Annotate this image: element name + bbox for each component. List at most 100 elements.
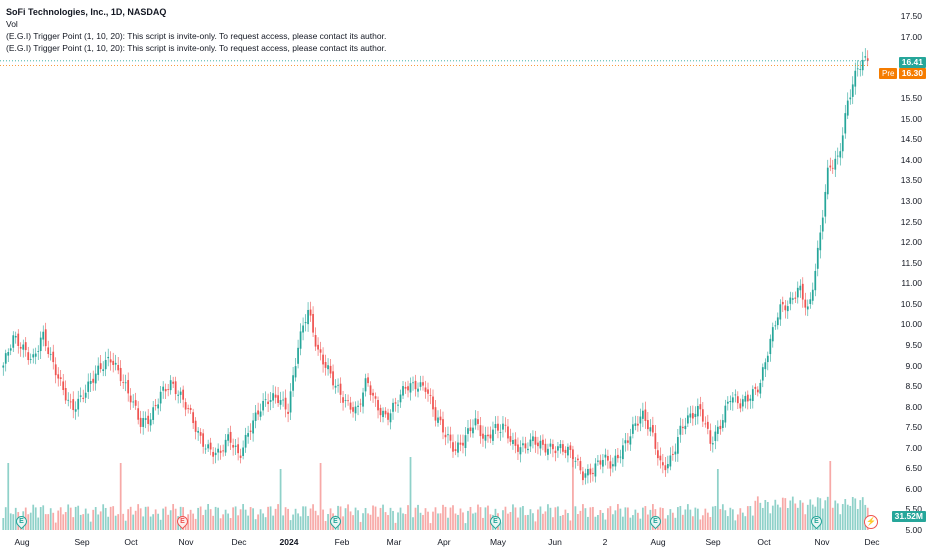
candle-body [49,353,52,355]
volume-bar [124,520,127,530]
volume-bar [127,509,130,530]
candle-body [177,394,180,396]
candle-body [59,377,62,380]
candle-body [736,396,739,404]
volume-bar [112,506,115,530]
volume-bar [277,504,279,530]
candle-body [644,409,647,421]
price-axis-label: 7.50 [905,422,922,433]
volume-bar [554,507,557,530]
candle-body [69,401,72,403]
indicator-legend-2[interactable]: (E.G.I) Trigger Point (1, 10, 20): This … [6,43,387,53]
candle-body [614,455,617,467]
candle-body [334,385,337,388]
time-axis-label: Apr [437,537,451,547]
volume-bar [622,516,624,530]
candle-body [487,434,489,437]
volume-legend[interactable]: Vol [6,19,18,29]
candle-body [721,420,724,428]
volume-bar [839,514,842,530]
candle-body [567,446,569,456]
volume-bar [632,515,634,530]
candle-body [202,433,205,447]
volume-bar [72,517,75,530]
volume-bar [661,508,664,530]
volume-bar [229,518,232,530]
candle-body [766,355,769,363]
volume-bar [117,514,120,530]
symbol-title[interactable]: SoFi Technologies, Inc., 1D, NASDAQ [6,7,167,17]
candle-body [699,404,702,410]
volume-badge: 31.52M [891,511,926,522]
time-axis-label: Feb [334,537,350,547]
candle-body [746,394,749,402]
volume-bar [264,517,267,530]
candle-body [164,389,167,392]
candle-body [344,400,347,401]
time-axis-label: Sep [705,537,721,547]
candle-body [322,354,324,365]
candle-body [781,301,784,305]
price-axis-label: 13.00 [900,196,922,207]
candle-body [524,443,527,449]
candle-body [809,299,812,304]
volume-bar [12,514,15,530]
volume-bar [821,508,824,530]
volume-bar [514,507,517,530]
candle-body [219,450,222,453]
candle-body [547,448,549,455]
volume-bar [204,509,207,530]
volume-bar [449,507,452,530]
price-axis-label: 14.00 [900,154,922,165]
volume-bar [417,504,419,530]
volume-bars [2,457,869,530]
candle-body [349,402,352,410]
candle-body [407,386,409,391]
volume-bar [627,507,629,530]
candle-body [419,382,422,387]
candle-body [639,416,642,424]
volume-bar [861,497,864,530]
candle-body [112,360,115,365]
candle-body [399,394,402,403]
candle-body [507,426,509,439]
indicator-legend-1[interactable]: (E.G.I) Trigger Point (1, 10, 20): This … [6,31,387,41]
volume-bar [224,509,227,530]
volume-bar [469,506,472,530]
candle-body [92,378,95,383]
candle-body [134,400,137,406]
candle-body [517,444,519,452]
time-axis-label: 2 [602,537,608,547]
volume-bar [746,506,749,530]
volume-bar [679,505,682,530]
volume-bar [589,507,592,530]
candle-body [74,409,77,412]
volume-bar [666,515,669,530]
candle-body [417,388,419,392]
candle-body [829,165,832,168]
candle-body [304,322,307,324]
candle-body [462,442,464,446]
last-price-badge: 16.41 [898,57,926,68]
lightning-icon[interactable]: ⚡ [864,515,878,529]
candle-body [751,389,754,401]
volume-bar [289,520,292,530]
candle-body [264,399,267,401]
volume-bar [759,502,762,530]
candle-body [224,439,227,453]
time-axis-label: Dec [231,537,247,547]
candle-body [711,443,714,445]
candle-body [694,413,697,417]
candle-body [534,436,537,445]
candle-body [217,448,219,453]
volume-bar [234,506,237,530]
volume-bar [39,507,42,530]
volume-bar [562,514,564,530]
volume-bar [297,513,299,530]
candle-body [632,424,634,434]
volume-bar [282,515,284,530]
volume-bar [139,508,142,530]
volume-bar [422,514,424,530]
candle-body [287,411,289,414]
